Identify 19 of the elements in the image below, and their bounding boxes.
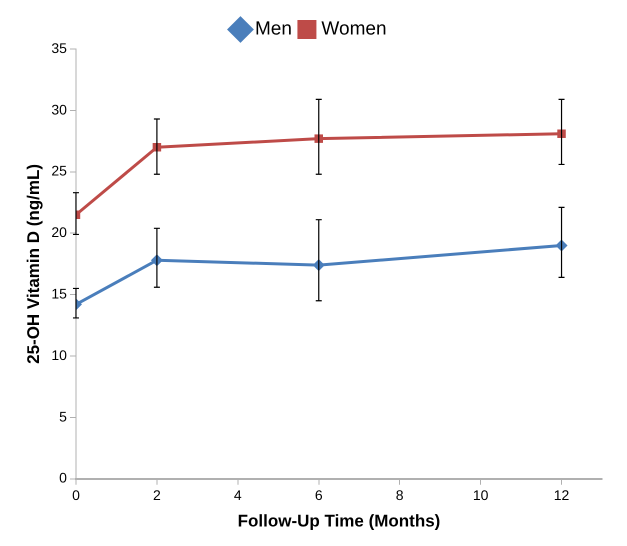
y-tick-label: 0	[59, 470, 68, 486]
x-tick-label: 8	[396, 487, 404, 504]
y-tick-label: 5	[59, 408, 68, 424]
y-tick-label: 25	[51, 162, 68, 179]
y-tick-label: 15	[51, 285, 68, 302]
legend-label: Men	[254, 18, 292, 40]
x-axis-title: Follow-Up Time (Months)	[238, 511, 440, 530]
x-tick-label: 12	[554, 487, 570, 504]
y-axis-title: 25-OH Vitamin D (ng/mL)	[24, 164, 43, 364]
x-tick-label: 4	[234, 487, 242, 504]
y-tick-label: 20	[51, 224, 68, 240]
x-tick-label: 2	[153, 487, 161, 504]
x-tick-label: 0	[72, 487, 80, 504]
y-tick-label: 30	[51, 101, 68, 118]
legend-label: Women	[321, 18, 387, 40]
x-tick-label: 6	[314, 487, 323, 504]
x-tick-label: 10	[472, 487, 489, 504]
y-tick-label: 10	[51, 346, 68, 363]
y-tick-label: 35	[51, 40, 68, 56]
